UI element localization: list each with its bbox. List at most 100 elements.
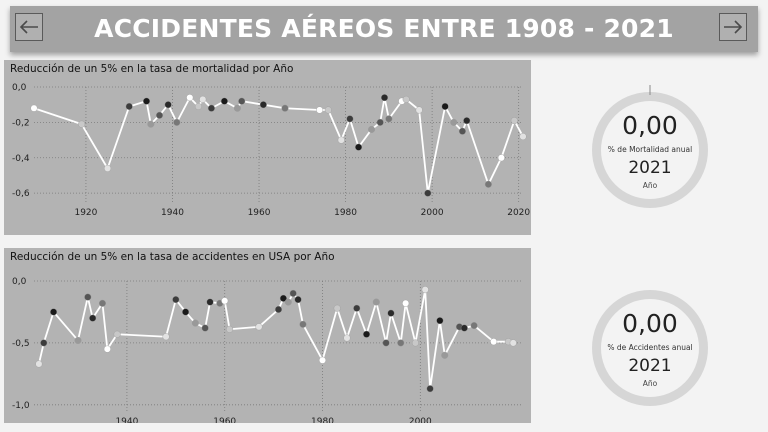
data-point[interactable] bbox=[458, 127, 466, 135]
data-point[interactable] bbox=[186, 94, 194, 102]
data-point[interactable] bbox=[346, 115, 354, 123]
data-point[interactable] bbox=[84, 293, 92, 301]
back-button[interactable] bbox=[15, 13, 43, 41]
data-point[interactable] bbox=[194, 102, 202, 110]
y-tick-label: -0,4 bbox=[12, 154, 30, 164]
data-point[interactable] bbox=[460, 324, 468, 332]
mortality-kpi-card[interactable]: 0,00 % de Mortalidad anual 2021 Año bbox=[585, 85, 715, 215]
data-point[interactable] bbox=[233, 104, 241, 112]
data-point[interactable] bbox=[289, 289, 297, 297]
data-point[interactable] bbox=[201, 324, 209, 332]
data-point[interactable] bbox=[510, 117, 518, 125]
data-point[interactable] bbox=[226, 325, 234, 333]
data-point[interactable] bbox=[155, 111, 163, 119]
accidents-chart[interactable]: 1940 1960 1980 2000 0,0 -0,5 -1,0 bbox=[4, 248, 531, 423]
data-point[interactable] bbox=[275, 305, 283, 313]
data-point[interactable] bbox=[259, 101, 267, 109]
data-point[interactable] bbox=[376, 118, 384, 126]
x-tick-label: 1940 bbox=[115, 417, 138, 423]
mortality-kpi-year-label: Año bbox=[642, 181, 658, 190]
data-point[interactable] bbox=[74, 336, 82, 344]
data-point[interactable] bbox=[436, 317, 444, 325]
data-point[interactable] bbox=[89, 314, 97, 322]
data-point[interactable] bbox=[220, 97, 228, 105]
data-point[interactable] bbox=[441, 102, 449, 110]
data-point[interactable] bbox=[164, 101, 172, 109]
data-point[interactable] bbox=[143, 97, 151, 105]
data-point[interactable] bbox=[316, 106, 324, 114]
mortality-chart-panel[interactable]: 1920 1940 1960 1980 2000 2020 0,0 -0,2 -0,4 -0,6 … bbox=[4, 60, 531, 235]
accidents-chart-panel[interactable]: 1940 1960 1980 2000 0,0 -0,5 -1,0 Reducción de… bbox=[4, 248, 531, 423]
data-point[interactable] bbox=[353, 304, 361, 312]
data-point[interactable] bbox=[424, 189, 432, 197]
data-point[interactable] bbox=[238, 97, 246, 105]
data-point[interactable] bbox=[387, 309, 395, 317]
data-point[interactable] bbox=[490, 338, 498, 346]
series-line bbox=[38, 288, 514, 390]
data-point[interactable] bbox=[463, 117, 471, 125]
data-point[interactable] bbox=[441, 351, 449, 359]
data-point[interactable] bbox=[182, 308, 190, 316]
mortality-chart[interactable]: 1920 1940 1960 1980 2000 2020 0,0 -0,2 -0,4 -0,6 bbox=[4, 60, 531, 235]
data-point[interactable] bbox=[343, 334, 351, 342]
data-point[interactable] bbox=[207, 104, 215, 112]
data-point[interactable] bbox=[368, 125, 376, 133]
data-point[interactable] bbox=[402, 299, 410, 307]
data-point[interactable] bbox=[173, 118, 181, 126]
y-tick-label: -0,5 bbox=[12, 339, 30, 349]
data-point[interactable] bbox=[191, 319, 199, 327]
accidents-kpi-value: 0,00 bbox=[622, 309, 678, 338]
y-tick-label: -1,0 bbox=[12, 401, 30, 411]
data-point[interactable] bbox=[30, 104, 38, 112]
data-point[interactable] bbox=[484, 180, 492, 188]
data-point[interactable] bbox=[519, 133, 527, 141]
data-point[interactable] bbox=[381, 94, 389, 102]
y-tick-label: 0,0 bbox=[12, 277, 27, 287]
next-button[interactable] bbox=[719, 13, 747, 41]
data-point[interactable] bbox=[372, 298, 380, 306]
data-point[interactable] bbox=[415, 106, 423, 114]
data-point[interactable] bbox=[172, 296, 180, 304]
data-point[interactable] bbox=[363, 330, 371, 338]
data-point[interactable] bbox=[333, 304, 341, 312]
data-point[interactable] bbox=[98, 299, 106, 307]
x-tick-label: 2000 bbox=[421, 208, 444, 218]
data-point[interactable] bbox=[284, 298, 292, 306]
data-point[interactable] bbox=[385, 115, 393, 123]
data-point[interactable] bbox=[324, 106, 332, 114]
data-point[interactable] bbox=[426, 385, 434, 393]
data-point[interactable] bbox=[147, 120, 155, 128]
data-point[interactable] bbox=[50, 308, 58, 316]
data-point[interactable] bbox=[355, 143, 363, 151]
data-point[interactable] bbox=[255, 323, 263, 331]
data-point[interactable] bbox=[279, 294, 287, 302]
data-point[interactable] bbox=[319, 356, 327, 364]
data-point[interactable] bbox=[78, 120, 86, 128]
data-point[interactable] bbox=[337, 136, 345, 144]
data-point[interactable] bbox=[411, 339, 419, 347]
data-point[interactable] bbox=[397, 339, 405, 347]
data-point[interactable] bbox=[35, 360, 43, 368]
data-point[interactable] bbox=[294, 296, 302, 304]
data-point[interactable] bbox=[221, 297, 229, 305]
data-point[interactable] bbox=[281, 104, 289, 112]
data-point[interactable] bbox=[470, 322, 478, 330]
data-point[interactable] bbox=[113, 330, 121, 338]
data-point[interactable] bbox=[497, 154, 505, 162]
data-point[interactable] bbox=[40, 339, 48, 347]
data-point[interactable] bbox=[450, 118, 458, 126]
data-point[interactable] bbox=[402, 95, 410, 103]
data-point[interactable] bbox=[299, 320, 307, 328]
data-point[interactable] bbox=[104, 164, 112, 172]
data-point[interactable] bbox=[421, 286, 429, 294]
data-point[interactable] bbox=[509, 339, 517, 347]
arrow-left-icon bbox=[19, 20, 38, 34]
data-point[interactable] bbox=[206, 298, 214, 306]
accidents-kpi-card[interactable]: 0,00 % de Accidentes anual 2021 Año bbox=[585, 283, 715, 413]
data-point[interactable] bbox=[103, 345, 111, 353]
data-point[interactable] bbox=[199, 95, 207, 103]
accidents-kpi-year: 2021 bbox=[628, 356, 672, 376]
data-point[interactable] bbox=[125, 102, 133, 110]
data-point[interactable] bbox=[162, 333, 170, 341]
data-point[interactable] bbox=[382, 339, 390, 347]
